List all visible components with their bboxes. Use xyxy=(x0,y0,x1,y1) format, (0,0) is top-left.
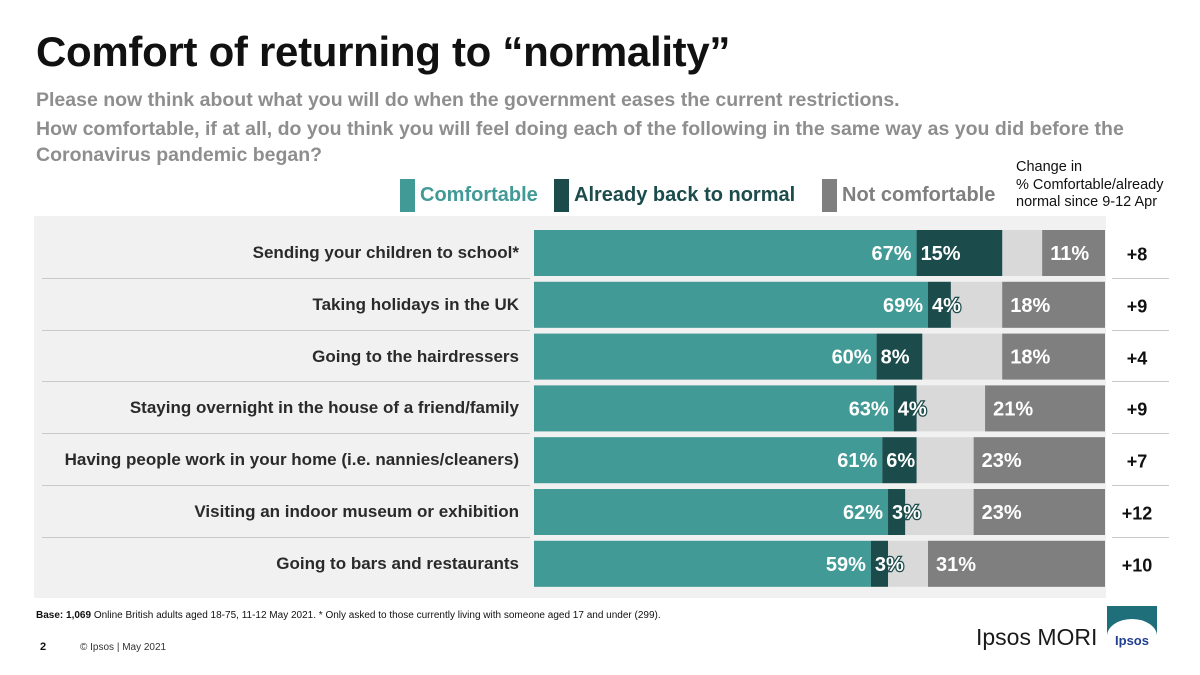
bar-comfortable xyxy=(534,540,871,587)
data-label-comfortable: 61% xyxy=(837,450,877,472)
data-label-comfortable: 62% xyxy=(843,502,883,524)
legend-comfortable: Comfortable xyxy=(400,178,538,212)
bar-back-to-normal xyxy=(882,437,917,484)
bar-comfortable xyxy=(534,230,917,276)
change-header-line-3: normal since 9-12 Apr xyxy=(1016,194,1158,211)
bar-comfortable xyxy=(534,489,889,535)
data-label-comfortable: 69% xyxy=(883,295,923,317)
legend-swatch-comfortable xyxy=(400,178,415,212)
change-separator xyxy=(1112,536,1169,538)
bar-comfortable xyxy=(534,281,928,328)
subtitle: Please now think about what you will do … xyxy=(36,89,900,111)
copyright: © Ipsos | May 2021 xyxy=(80,642,167,653)
data-label-not-comfortable: 11% xyxy=(1050,243,1089,265)
legend-label-not-comfortable: Not comfortable xyxy=(842,183,996,206)
data-label-not-comfortable: 23% xyxy=(982,450,1022,472)
bar-back-to-normal xyxy=(893,385,917,432)
legend-swatch-back-to-normal xyxy=(554,178,569,212)
category-label: Going to bars and restaurants xyxy=(276,553,519,573)
bar-not-comfortable xyxy=(927,540,1105,587)
data-label-comfortable: 67% xyxy=(872,243,912,265)
legend-not-comfortable: Not comfortable xyxy=(822,178,995,212)
base-note: Base: 1,069 Online British adults aged 1… xyxy=(36,610,661,621)
category-label: Sending your children to school* xyxy=(252,243,519,262)
row-separator xyxy=(42,485,530,486)
legend-label-back-to-normal: Already back to normal xyxy=(574,183,796,206)
bar-not-comfortable xyxy=(973,489,1105,535)
bar-back-to-normal xyxy=(876,333,923,380)
change-separator xyxy=(1112,433,1169,435)
data-label-back-to-normal: 3% xyxy=(875,554,904,576)
row-separator xyxy=(42,329,530,331)
brand-name: Ipsos MORI xyxy=(976,624,1098,650)
change-separator xyxy=(1112,381,1169,383)
bar-not-comfortable xyxy=(1042,230,1105,276)
bar-not-comfortable xyxy=(973,437,1105,484)
data-label-back-to-normal: 4% xyxy=(898,398,927,420)
category-label: Having people work in your home (i.e. na… xyxy=(64,450,519,470)
category-label: Taking holidays in the UK xyxy=(312,294,519,314)
page-title: Comfort of returning to “normality” xyxy=(36,28,731,75)
legend-back-to-normal: Already back to normal xyxy=(554,178,795,212)
data-label-comfortable: 59% xyxy=(826,554,866,576)
data-label-back-to-normal: 4% xyxy=(932,295,961,317)
base-note-bold: Base: 1,069 xyxy=(36,610,92,621)
change-separator xyxy=(1112,485,1169,486)
row-separator xyxy=(42,433,530,435)
bar-comfortable xyxy=(534,385,894,432)
ipsos-logo-word: Ipsos xyxy=(1115,633,1149,648)
bar-back-to-normal xyxy=(916,230,1003,276)
category-label: Staying overnight in the house of a frie… xyxy=(129,398,519,418)
data-label-back-to-normal: 8% xyxy=(881,347,910,369)
bar-not-comfortable xyxy=(985,385,1105,432)
change-header-line-1: Change in xyxy=(1016,159,1083,175)
change-separator xyxy=(1112,277,1169,279)
change-column-header: Change in % Comfortable/already normal s… xyxy=(1016,159,1191,212)
data-label-back-to-normal: 3% xyxy=(892,502,921,524)
legend-label-comfortable: Comfortable xyxy=(420,183,538,206)
row-separator xyxy=(42,536,530,538)
question-text: How comfortable, if at all, do you think… xyxy=(36,118,1124,166)
bar-not-comfortable xyxy=(1002,333,1105,380)
data-label-not-comfortable: 23% xyxy=(982,502,1022,524)
row-separator xyxy=(42,381,530,383)
change-value: +9 xyxy=(1126,296,1148,317)
change-value: +12 xyxy=(1121,503,1153,524)
bar-comfortable xyxy=(534,437,883,484)
category-label: Going to the hairdressers xyxy=(312,346,519,366)
bar-back-to-normal xyxy=(927,281,951,328)
bar-back-to-normal xyxy=(870,540,889,587)
change-value: +9 xyxy=(1126,399,1148,420)
data-label-comfortable: 60% xyxy=(832,347,872,369)
bar-comfortable xyxy=(534,333,877,380)
legend-swatch-not-comfortable xyxy=(822,178,837,212)
data-label-not-comfortable: 18% xyxy=(1010,347,1050,369)
data-label-back-to-normal: 6% xyxy=(886,450,915,472)
change-header-line-2: % Comfortable/already xyxy=(1016,176,1164,193)
data-label-comfortable: 63% xyxy=(849,398,889,420)
category-label: Visiting an indoor museum or exhibition xyxy=(194,502,519,521)
bar-not-comfortable xyxy=(1002,281,1105,328)
change-separator xyxy=(1112,329,1169,331)
data-label-not-comfortable: 21% xyxy=(993,398,1033,420)
data-label-not-comfortable: 31% xyxy=(936,554,976,576)
data-label-not-comfortable: 18% xyxy=(1010,295,1050,317)
change-value: +7 xyxy=(1126,451,1148,472)
change-value: +4 xyxy=(1126,348,1148,369)
row-separator xyxy=(42,277,530,279)
base-note-text: Online British adults aged 18-75, 11-12 … xyxy=(91,610,661,621)
change-value: +10 xyxy=(1121,555,1153,576)
page-number: 2 xyxy=(40,641,47,653)
bar-back-to-normal xyxy=(888,489,906,535)
change-value: +8 xyxy=(1126,244,1148,265)
data-label-back-to-normal: 15% xyxy=(921,243,961,265)
ipsos-logo: Ipsos xyxy=(1107,606,1157,653)
